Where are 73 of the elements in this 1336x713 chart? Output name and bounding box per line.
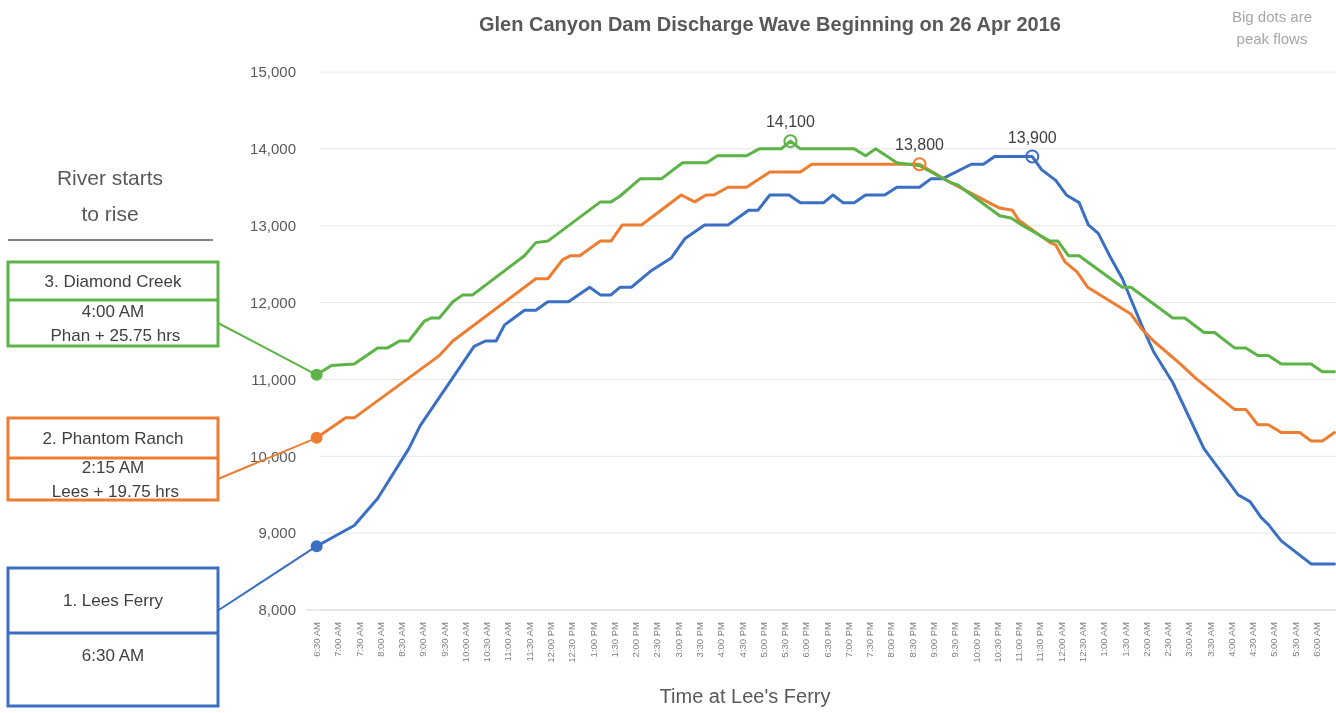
x-tick-label: 7:00 PM [842, 621, 854, 658]
x-tick-label: 10:00 PM [970, 621, 982, 663]
text: Big dots are peak flows [1231, 8, 1313, 47]
x-tick-label: 2:30 AM [1162, 621, 1174, 657]
annotation: 13,800 [895, 136, 945, 154]
x-tick-label: 5:30 AM [1289, 621, 1301, 657]
annotation: 14,100 [765, 113, 816, 131]
point [310, 431, 323, 444]
x-tick-label: 8:00 AM [374, 621, 386, 657]
x-tick-label: 11:00 PM [1013, 621, 1025, 662]
x-tick-label: 1:00 PM [587, 621, 599, 658]
point [310, 368, 323, 381]
chart-title: Glen Canyon Dam Discharge Wave Beginning on 26 Apr 2016 [478, 13, 1062, 35]
y-tick-label: 13,000 [250, 216, 296, 234]
y-tick-label: 8,000 [258, 601, 296, 619]
x-tick-label: 11:30 AM [523, 621, 535, 662]
x-tick-label: 5:00 PM [757, 621, 769, 658]
text: 1. Lees Ferry [62, 591, 164, 611]
x-tick-label: 5:30 PM [779, 621, 791, 658]
x-tick-label: 9:30 PM [949, 621, 961, 658]
x-tick-label: 7:30 PM [864, 621, 876, 658]
x-tick-label: 3:00 PM [672, 621, 684, 658]
y-tick-label: 14,000 [250, 140, 296, 158]
y-tick-label: 12,000 [250, 293, 296, 311]
x-tick-label: 4:30 AM [1247, 621, 1259, 657]
x-tick-label: 10:30 PM [991, 621, 1003, 663]
x-tick-label: 10:30 AM [481, 621, 493, 663]
x-tick-label: 7:30 AM [353, 621, 365, 657]
x-tick-label: 12:30 AM [1076, 621, 1088, 663]
x-tick-label: 2:30 PM [651, 621, 663, 658]
x-tick-label: 4:30 PM [736, 621, 748, 658]
x-tick-label: 8:30 PM [906, 621, 918, 658]
text: River starts to rise [56, 166, 164, 225]
x-axis-title: Time at Lee's Ferry [659, 685, 831, 707]
x-tick-label: 5:00 AM [1268, 621, 1280, 657]
x-tick-label: 12:00 PM [545, 621, 557, 663]
x-tick-label: 6:30 PM [821, 621, 833, 658]
x-tick-label: 4:00 AM [1225, 621, 1237, 657]
x-tick-label: 1:30 PM [608, 621, 620, 658]
x-tick-label: 9:00 AM [417, 621, 429, 657]
point [1025, 149, 1040, 164]
y-tick-label: 9,000 [258, 524, 296, 542]
x-tick-label: 7:00 AM [332, 621, 344, 657]
x-tick-label: 12:00 AM [1055, 621, 1067, 663]
y-tick-label: 15,000 [250, 63, 296, 81]
point [783, 134, 798, 149]
text: 4:00 AM Phan + 25.75 hrs [45, 301, 181, 345]
x-tick-label: 9:30 AM [438, 621, 450, 657]
x-tick-label: 10:00 AM [459, 621, 471, 663]
x-tick-label: 11:00 AM [502, 621, 514, 662]
y-tick-label: 11,000 [251, 370, 296, 388]
x-tick-label: 1:30 AM [1119, 621, 1131, 657]
x-tick-label: 9:00 PM [928, 621, 940, 658]
point [912, 157, 927, 172]
point [310, 540, 323, 553]
x-tick-label: 6:30 AM [310, 621, 322, 657]
x-tick-label: 2:00 PM [630, 621, 642, 658]
text: 2:15 AM Lees + 19.75 hrs [47, 457, 179, 501]
text: 3. Diamond Creek [44, 271, 182, 291]
x-tick-label: 3:00 AM [1183, 621, 1195, 657]
x-tick-label: 11:30 PM [1034, 621, 1046, 662]
x-tick-label: 3:30 AM [1204, 621, 1216, 657]
x-tick-label: 2:00 AM [1140, 621, 1152, 657]
x-tick-label: 12:30 PM [566, 621, 578, 663]
x-tick-label: 1:00 AM [1098, 621, 1110, 657]
x-tick-label: 8:00 PM [885, 621, 897, 658]
x-tick-label: 8:30 AM [396, 621, 408, 657]
x-tick-label: 6:00 AM [1311, 621, 1323, 657]
x-tick-label: 4:00 PM [715, 621, 727, 658]
annotation: 13,900 [1007, 128, 1057, 146]
x-tick-label: 3:30 PM [693, 621, 705, 658]
text: 2. Phantom Ranch [42, 428, 184, 448]
x-tick-label: 6:00 PM [800, 621, 812, 658]
